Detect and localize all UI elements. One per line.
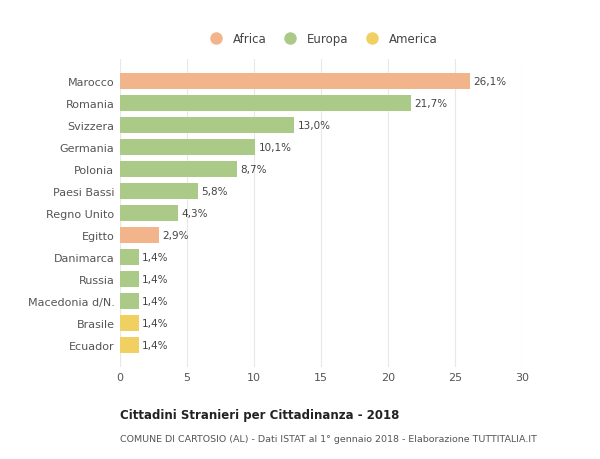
Text: 4,3%: 4,3% (181, 208, 208, 218)
Text: 1,4%: 1,4% (142, 340, 169, 350)
Text: 26,1%: 26,1% (473, 77, 506, 87)
Bar (120, 95, 411, 112)
Bar (120, 184, 198, 199)
Text: 10,1%: 10,1% (259, 142, 292, 152)
Text: Cittadini Stranieri per Cittadinanza - 2018: Cittadini Stranieri per Cittadinanza - 2… (120, 408, 400, 421)
Bar (120, 293, 139, 309)
Bar (120, 73, 470, 90)
Bar (120, 250, 139, 265)
Text: 1,4%: 1,4% (142, 252, 169, 263)
Bar (120, 271, 139, 287)
Text: 21,7%: 21,7% (414, 99, 447, 108)
Bar (120, 315, 139, 331)
Legend: Africa, Europa, America: Africa, Europa, America (200, 28, 442, 51)
Bar (120, 140, 256, 156)
Bar (120, 118, 294, 134)
Text: 1,4%: 1,4% (142, 319, 169, 328)
Text: 1,4%: 1,4% (142, 274, 169, 285)
Text: 1,4%: 1,4% (142, 297, 169, 306)
Text: 8,7%: 8,7% (240, 164, 266, 174)
Bar (120, 337, 139, 353)
Text: 13,0%: 13,0% (298, 121, 331, 130)
Bar (120, 206, 178, 221)
Text: COMUNE DI CARTOSIO (AL) - Dati ISTAT al 1° gennaio 2018 - Elaborazione TUTTITALI: COMUNE DI CARTOSIO (AL) - Dati ISTAT al … (120, 434, 537, 442)
Text: 5,8%: 5,8% (201, 186, 227, 196)
Bar (120, 228, 159, 243)
Bar (120, 162, 236, 177)
Text: 2,9%: 2,9% (162, 230, 189, 241)
